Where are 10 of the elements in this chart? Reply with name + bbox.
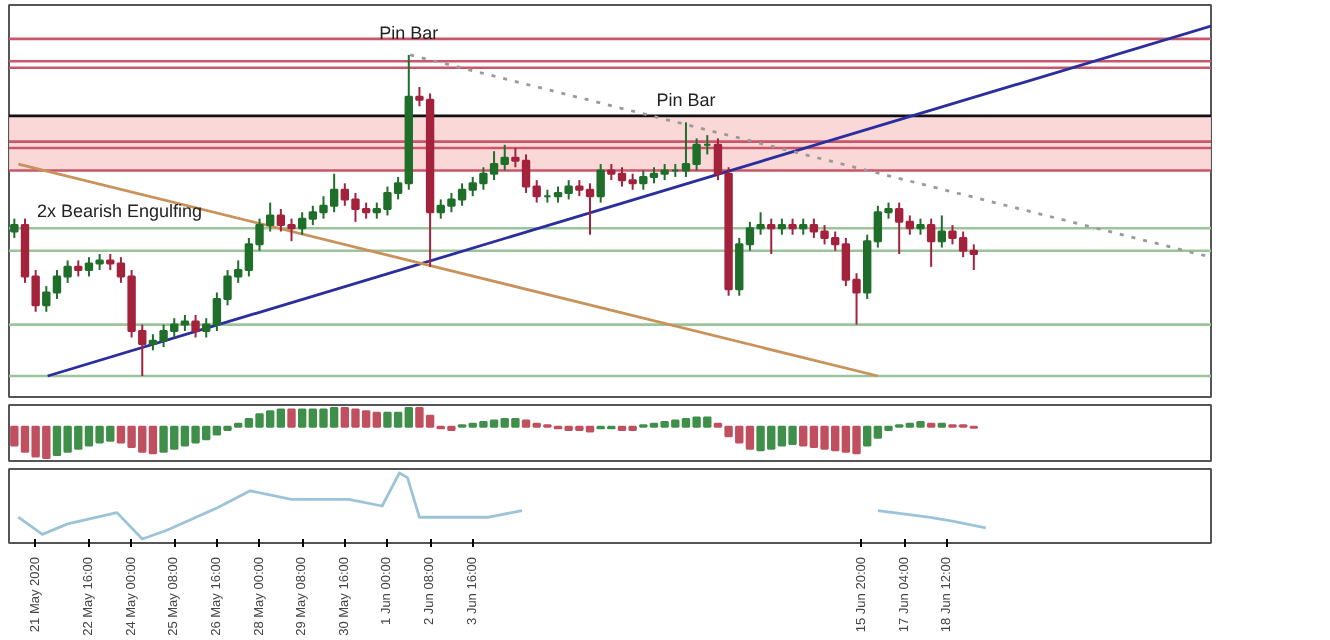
candlestick (10, 217, 19, 239)
annotation: Pin Bar (656, 90, 716, 111)
bar (287, 408, 296, 428)
candlestick (937, 214, 947, 249)
candlestick (926, 217, 936, 268)
annotation: Pin Bar (379, 22, 439, 43)
annotation: 2x Bearish Engulfing (37, 201, 203, 221)
candlestick (767, 217, 776, 255)
candlestick (191, 313, 200, 339)
candlestick (596, 163, 605, 204)
